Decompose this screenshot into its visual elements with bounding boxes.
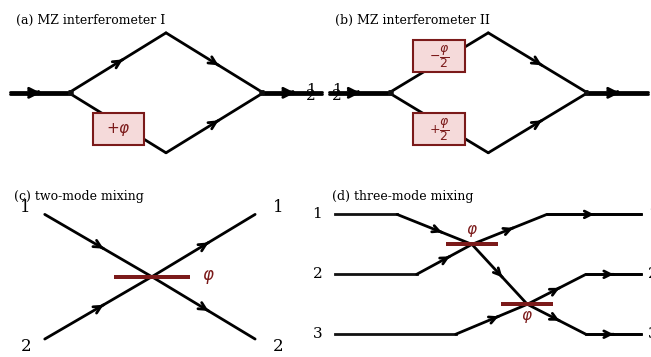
Text: 2: 2 — [648, 267, 651, 281]
Text: 2: 2 — [332, 89, 342, 103]
Bar — [501, 302, 553, 306]
Text: (d) three-mode mixing: (d) three-mode mixing — [332, 190, 473, 203]
Text: 1: 1 — [273, 199, 283, 216]
Text: 2: 2 — [306, 89, 316, 103]
Text: 3: 3 — [312, 327, 322, 341]
Text: (b) MZ interferometer II: (b) MZ interferometer II — [335, 14, 490, 26]
Bar — [413, 40, 465, 72]
Text: 1: 1 — [312, 207, 322, 221]
Text: $\varphi$: $\varphi$ — [466, 223, 478, 239]
Text: 3: 3 — [648, 327, 651, 341]
Bar — [113, 275, 190, 279]
Text: 1: 1 — [648, 207, 651, 221]
Text: 2: 2 — [273, 338, 283, 355]
Text: 2: 2 — [20, 338, 31, 355]
Text: $+\dfrac{\varphi}{2}$: $+\dfrac{\varphi}{2}$ — [429, 116, 450, 143]
Text: $\varphi$: $\varphi$ — [521, 310, 533, 326]
Text: $\varphi$: $\varphi$ — [202, 268, 214, 286]
Text: 1: 1 — [20, 199, 31, 216]
Text: 1: 1 — [332, 83, 342, 97]
Bar — [413, 113, 465, 145]
Bar — [92, 113, 144, 145]
Text: $-\dfrac{\varphi}{2}$: $-\dfrac{\varphi}{2}$ — [429, 43, 450, 70]
Text: $+\varphi$: $+\varphi$ — [106, 121, 130, 138]
Bar — [446, 242, 498, 246]
Text: (c) two-mode mixing: (c) two-mode mixing — [14, 190, 144, 203]
Text: 1: 1 — [306, 83, 316, 97]
Text: (a) MZ interferometer I: (a) MZ interferometer I — [16, 14, 165, 26]
Text: 2: 2 — [312, 267, 322, 281]
